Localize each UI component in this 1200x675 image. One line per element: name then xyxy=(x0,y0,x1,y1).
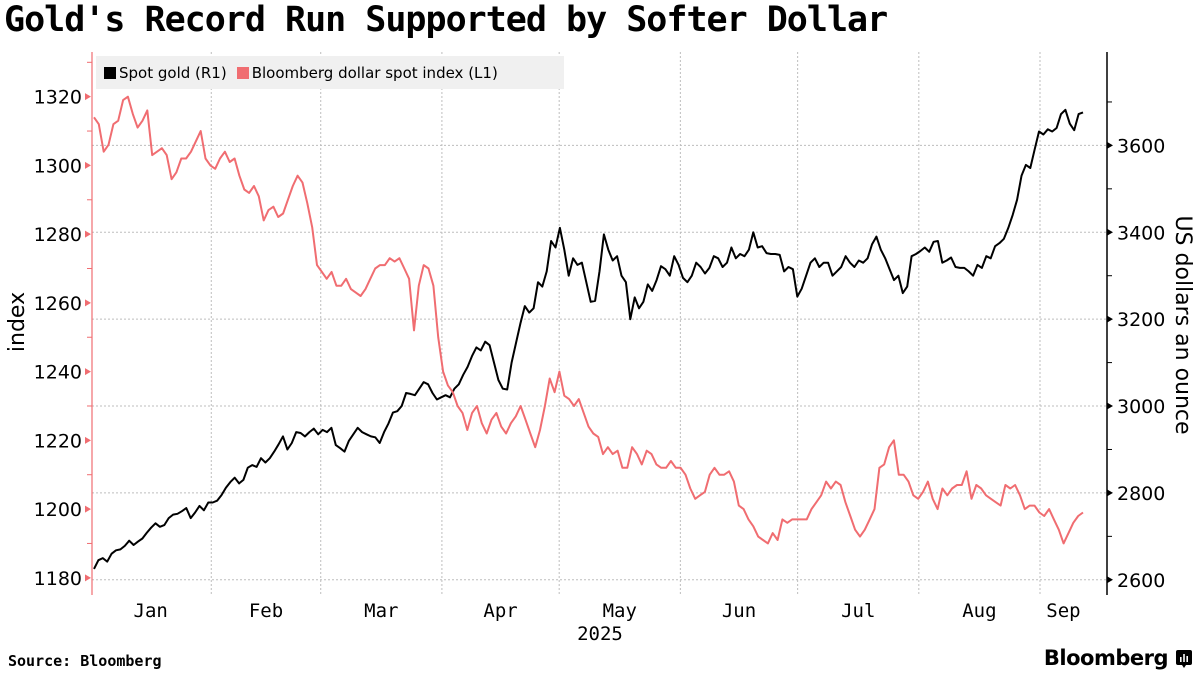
legend: Spot gold (R1) Bloomberg dollar spot ind… xyxy=(96,56,564,89)
source-note: Source: Bloomberg xyxy=(8,652,162,670)
legend-item-gold[interactable]: Spot gold (R1) xyxy=(104,64,227,82)
right-tick-mark xyxy=(1107,402,1113,410)
right-tick-mark xyxy=(1107,576,1113,584)
brand-logo: Bloomberg xyxy=(1043,646,1169,670)
chart-title: Gold's Record Run Supported by Softer Do… xyxy=(4,0,888,40)
x-tick-label: Apr xyxy=(483,600,517,622)
left-tick-mark xyxy=(85,368,91,376)
right-tick-label: 3200 xyxy=(1117,309,1165,331)
left-tick-mark xyxy=(85,93,91,101)
left-tick-label: 1260 xyxy=(34,293,82,315)
x-tick-label: Feb xyxy=(249,600,283,622)
legend-label-dollar: Bloomberg dollar spot index (L1) xyxy=(251,63,498,82)
right-axis-title: US dollars an ounce xyxy=(1170,215,1195,434)
right-tick-label: 2800 xyxy=(1117,483,1165,505)
x-tick-label: Sep xyxy=(1046,600,1080,622)
left-tick-label: 1220 xyxy=(34,430,82,452)
left-tick-label: 1320 xyxy=(34,87,82,109)
x-tick-label: Jul xyxy=(841,600,875,622)
gridlines xyxy=(92,52,1107,595)
series-line-spot-gold xyxy=(93,108,1084,570)
left-tick-mark xyxy=(85,505,91,513)
right-tick-label: 3400 xyxy=(1117,222,1165,244)
legend-item-dollar[interactable]: Bloomberg dollar spot index (L1) xyxy=(236,63,498,82)
legend-label-gold: Spot gold (R1) xyxy=(119,63,227,82)
left-tick-mark xyxy=(85,230,91,238)
left-tick-label: 1180 xyxy=(34,568,82,590)
series-layer xyxy=(93,95,1084,570)
left-tick-label: 1240 xyxy=(34,362,82,384)
x-tick-label: Aug xyxy=(962,600,996,622)
bloomberg-chart-bubble-icon xyxy=(1176,650,1192,668)
right-tick-mark xyxy=(1107,489,1113,497)
x-tick-label: Mar xyxy=(364,600,398,622)
left-tick-mark xyxy=(85,436,91,444)
right-tick-mark xyxy=(1107,315,1113,323)
left-tick-label: 1300 xyxy=(34,155,82,177)
legend-swatch-gold xyxy=(104,66,116,79)
right-tick-label: 3600 xyxy=(1117,135,1165,157)
series-line-dollar-index xyxy=(93,95,1084,545)
right-axis: 2600 2800 3000 3200 3400 3600 xyxy=(1106,52,1165,595)
x-year-label: 2025 xyxy=(577,623,623,645)
left-tick-label: 1200 xyxy=(34,499,82,521)
left-tick-mark xyxy=(85,574,91,582)
left-axis: 1180 1200 1220 1240 1260 1280 1300 1320 xyxy=(34,52,93,595)
right-tick-label: 3000 xyxy=(1117,396,1165,418)
right-tick-mark xyxy=(1107,228,1113,236)
right-tick-label: 2600 xyxy=(1117,570,1165,592)
legend-swatch-dollar xyxy=(236,66,249,79)
x-tick-label: May xyxy=(603,600,637,622)
x-tick-label: Jan xyxy=(134,600,168,622)
left-tick-label: 1280 xyxy=(34,224,82,246)
x-axis: Jan Feb Mar Apr May Jun Jul Aug Sep xyxy=(134,600,1081,622)
right-tick-mark xyxy=(1107,141,1113,149)
left-axis-title: index xyxy=(5,292,30,352)
x-tick-label: Jun xyxy=(722,600,756,622)
left-tick-mark xyxy=(85,161,91,169)
left-tick-mark xyxy=(85,299,91,307)
